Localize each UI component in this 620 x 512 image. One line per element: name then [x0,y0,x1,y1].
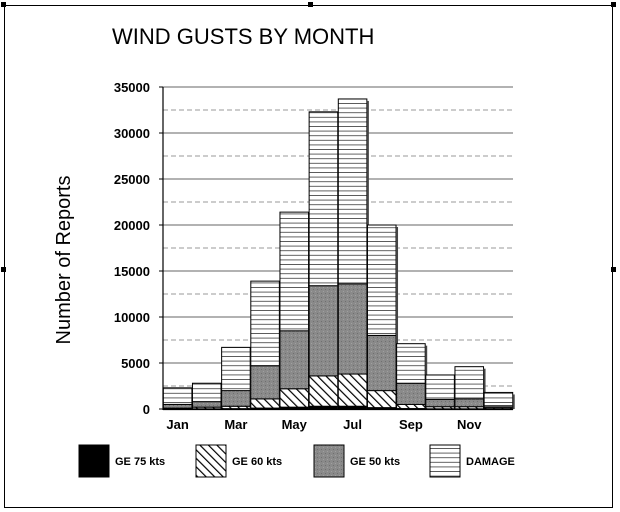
y-axis-label: Number of Reports [53,176,75,345]
bar-segment [396,343,426,384]
bar-segment [366,224,397,336]
legend-label: GE 75 kts [115,456,165,468]
bar-segment [162,387,193,405]
legend-label: GE 50 kts [350,456,400,468]
axes [162,87,513,411]
legend-swatch [313,444,345,478]
bar-segment [279,388,310,408]
bar-segment [396,403,426,410]
legend: GE 75 kts GE 60 kts GE 50 kts DAMAGE [78,444,515,478]
bar-segment [337,373,368,407]
bar-segment [454,398,485,408]
legend-swatch [429,444,461,478]
bar-segment [337,98,368,285]
bar-segment [221,390,251,407]
bar-segment [250,398,280,409]
x-tick-labels: Jan Mar May Jul Sep Nov [166,417,482,432]
x-tick-label: May [282,417,308,432]
bar-segment [337,283,368,375]
bar-segment [191,382,222,403]
bar-segment [425,374,455,400]
x-tick-label: Jan [166,417,188,432]
y-tick-label: 35000 [114,80,150,95]
bar-segment [308,111,339,287]
x-tick-label: Sep [399,417,423,432]
bar-segment [454,366,485,400]
bar-segment [483,391,514,407]
legend-label: DAMAGE [466,456,515,468]
bar-segment [366,390,397,409]
selection-handles[interactable] [1,2,616,272]
bar-segment [191,401,222,408]
bar-segment [396,382,426,405]
bar-segment [308,375,339,407]
legend-swatch [78,444,110,478]
y-tick-label: 5000 [121,356,150,371]
legend-label: GE 60 kts [232,456,282,468]
y-tick-label: 10000 [114,310,150,325]
bars [162,98,515,410]
x-tick-label: Nov [457,417,482,432]
legend-swatch [195,444,227,478]
chart-title: WIND GUSTS BY MONTH [112,24,374,49]
y-tick-label: 20000 [114,218,150,233]
bar-segment [162,403,193,409]
bar-segment [250,280,280,367]
bar-shadow [512,394,515,409]
bar-shadow [483,368,486,409]
y-tick-label: 0 [143,402,150,417]
bar-shadow [396,227,399,409]
y-tick-labels: 0 5000 10000 15000 20000 25000 30000 35000 [114,80,163,417]
y-tick-label: 15000 [114,264,150,279]
x-tick-label: Jul [343,417,362,432]
y-tick-label: 30000 [114,126,150,141]
bar-segment [308,285,339,377]
x-tick-label: Mar [224,417,247,432]
bar-segment [425,398,455,408]
bar-segment [221,346,251,392]
bar-segment [279,330,310,390]
bar-segment [366,334,397,392]
bar-segment [279,211,310,332]
bar-segment [250,365,280,400]
y-tick-label: 25000 [114,172,150,187]
